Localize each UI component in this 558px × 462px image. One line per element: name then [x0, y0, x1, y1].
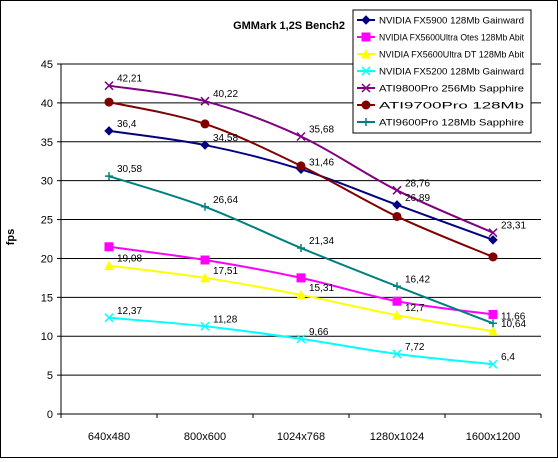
- y-tick-label: 10: [41, 331, 53, 343]
- data-label: 7,72: [405, 342, 425, 353]
- y-tick-label: 30: [41, 176, 53, 188]
- legend-label: ATI9600Pro 128Mb Sapphire: [379, 118, 524, 128]
- data-point: [361, 100, 371, 110]
- data-point: [200, 255, 210, 265]
- y-tick-label: 0: [47, 409, 53, 421]
- x-tick-label: 1280x1024: [370, 431, 424, 443]
- y-tick-label: 45: [41, 59, 53, 71]
- data-label: 34,58: [213, 133, 238, 144]
- legend-label: ATI9700Pro 128Mb: [379, 101, 524, 111]
- data-label: 19,08: [117, 254, 142, 265]
- data-point: [361, 83, 371, 93]
- data-point: [296, 273, 306, 283]
- data-point: [104, 313, 114, 323]
- data-point: [296, 334, 306, 344]
- data-label: 26,64: [213, 195, 238, 206]
- data-point: [296, 161, 306, 171]
- y-tick-label: 40: [41, 98, 53, 110]
- legend-label: NVIDIA FX5900 128Mb Gainward: [379, 16, 524, 26]
- data-label: 28,76: [405, 178, 430, 189]
- x-tick-label: 640x480: [88, 431, 130, 443]
- data-point: [488, 326, 498, 336]
- data-point: [296, 131, 306, 142]
- data-point: [296, 289, 306, 300]
- data-point: [104, 126, 114, 136]
- data-point: [104, 242, 114, 252]
- legend-label: ATI9800Pro 256Mb Sapphire: [379, 84, 524, 94]
- y-tick-label: 5: [47, 370, 53, 382]
- data-point: [392, 211, 402, 221]
- data-point: [200, 140, 210, 150]
- data-label: 40,22: [213, 89, 238, 100]
- data-point: [361, 32, 371, 42]
- data-point: [489, 319, 497, 328]
- data-label: 12,37: [117, 306, 142, 317]
- data-label: 12,7: [405, 303, 425, 314]
- y-axis-label: fps: [5, 229, 17, 246]
- data-label: 30,58: [117, 164, 142, 175]
- data-label: 11,66: [501, 311, 526, 322]
- legend-box: [352, 9, 532, 134]
- data-label: 36,4: [117, 119, 137, 130]
- x-tick-label: 800x600: [184, 431, 226, 443]
- data-point: [361, 15, 371, 25]
- data-point: [488, 228, 498, 238]
- data-point: [200, 96, 210, 106]
- data-label: 15,31: [309, 283, 334, 294]
- y-tick-label: 35: [41, 137, 53, 149]
- data-point: [104, 81, 114, 91]
- y-tick-label: 25: [41, 215, 53, 227]
- data-label: 17,51: [213, 266, 238, 277]
- data-point: [361, 66, 371, 76]
- data-point: [297, 244, 305, 253]
- data-label: 31,46: [309, 157, 334, 168]
- data-label: 9,66: [309, 327, 329, 338]
- y-tick-label: 15: [41, 292, 53, 304]
- y-tick-label: 20: [41, 253, 53, 265]
- data-label: 26,89: [405, 193, 430, 204]
- data-point: [488, 235, 498, 245]
- data-point: [361, 48, 371, 59]
- data-point: [392, 200, 402, 210]
- data-point: [392, 349, 402, 359]
- data-label: 16,42: [405, 274, 430, 285]
- legend-label: NVIDIA FX5600Ultra Otes 128Mb Abit: [379, 33, 524, 43]
- data-point: [200, 321, 210, 331]
- data-point: [200, 272, 210, 283]
- data-label: 35,68: [309, 124, 334, 135]
- data-point: [201, 202, 209, 211]
- data-point: [392, 310, 402, 320]
- data-point: [393, 282, 401, 291]
- data-point: [488, 309, 498, 319]
- data-label: 10,64: [501, 319, 526, 330]
- x-tick-label: 1600x1200: [466, 431, 520, 443]
- data-label: 23,31: [501, 221, 526, 232]
- chart-title: GMMark 1,2S Bench2: [233, 20, 345, 32]
- data-point: [392, 185, 402, 195]
- data-point: [104, 97, 114, 107]
- data-label: 21,34: [309, 236, 334, 247]
- data-point: [488, 359, 498, 369]
- legend-label: NVIDIA FX5600Ultra DT 128Mb Abit: [379, 50, 524, 60]
- legend-label: NVIDIA FX5200 128Mb Gainward: [379, 67, 524, 77]
- data-point: [104, 260, 114, 271]
- data-point: [488, 252, 498, 262]
- data-label: 42,21: [117, 74, 142, 85]
- data-label: 11,28: [213, 314, 238, 325]
- data-point: [392, 296, 402, 306]
- data-point: [362, 118, 370, 126]
- data-label: 6,4: [501, 352, 515, 363]
- data-point: [105, 172, 113, 181]
- legend: NVIDIA FX5900 128Mb Gainward NVIDIA FX560…: [352, 9, 532, 134]
- data-point: [200, 119, 210, 129]
- x-tick-label: 1024x768: [277, 431, 325, 443]
